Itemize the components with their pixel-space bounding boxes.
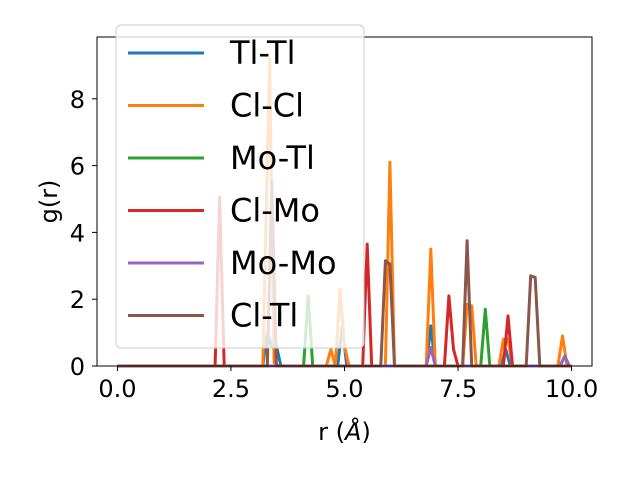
legend: Tl-Tl Cl-Cl Mo-Tl Cl-Mo Mo-Mo Cl-Tl — [115, 24, 365, 349]
x-tick-label: 10.0 — [545, 375, 598, 403]
y-tick-label: 8 — [70, 86, 85, 114]
x-axis-label: r (Å) — [318, 417, 371, 446]
legend-label-cl-cl: Cl-Cl — [230, 87, 304, 125]
x-ticks: 0.0 2.5 5.0 7.5 10.0 — [98, 366, 598, 403]
legend-label-mo-mo: Mo-Mo — [230, 244, 337, 282]
y-ticks: 0 2 4 6 8 — [70, 86, 97, 381]
y-tick-label: 4 — [70, 219, 85, 247]
legend-label-mo-tl: Mo-Tl — [230, 139, 315, 177]
legend-label-cl-mo: Cl-Mo — [230, 192, 320, 230]
x-tick-label: 7.5 — [439, 375, 477, 403]
legend-label-cl-tl: Cl-Tl — [230, 297, 298, 335]
y-tick-label: 0 — [70, 353, 85, 381]
x-tick-label: 5.0 — [325, 375, 363, 403]
y-axis-label: g(r) — [35, 180, 63, 224]
x-tick-label: 2.5 — [212, 375, 250, 403]
y-tick-label: 2 — [70, 286, 85, 314]
y-tick-label: 6 — [70, 153, 85, 181]
x-tick-label: 0.0 — [98, 375, 136, 403]
legend-label-tl-tl: Tl-Tl — [229, 34, 295, 72]
